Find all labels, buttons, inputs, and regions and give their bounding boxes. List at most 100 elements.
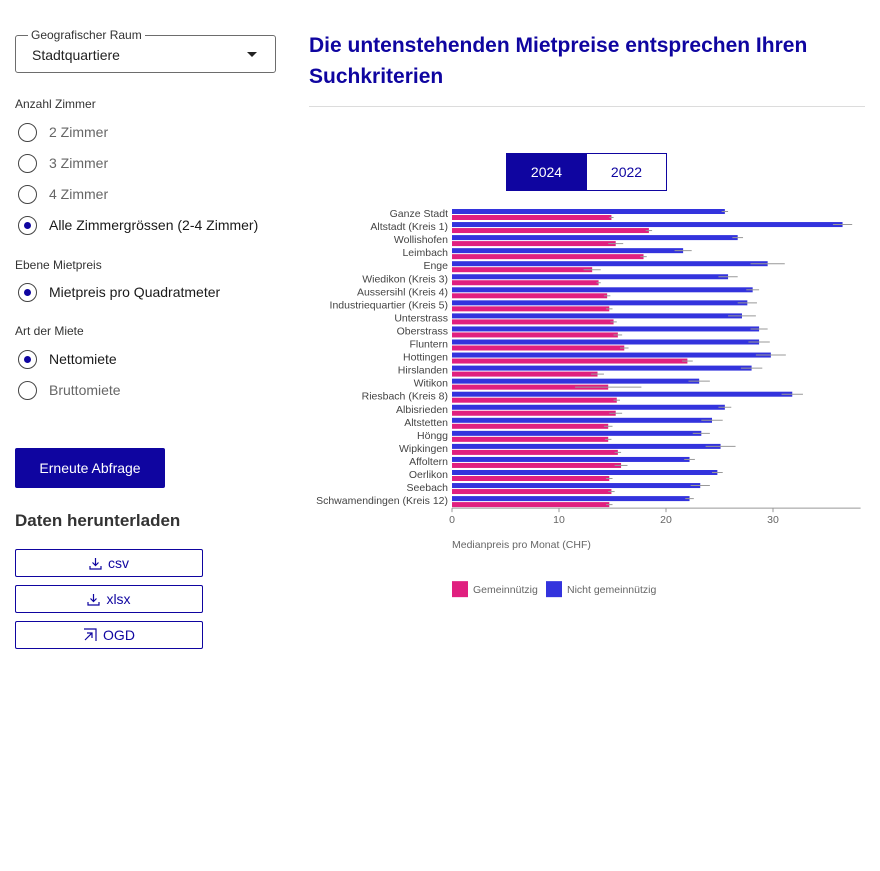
radio-level-sqm[interactable]: Mietpreis pro Quadratmeter [18, 281, 220, 303]
bar-nicht-gemeinnuetzig [452, 391, 793, 397]
radio-rooms-4[interactable]: 4 Zimmer [18, 183, 108, 205]
radio-label: 3 Zimmer [49, 155, 109, 171]
bar-nicht-gemeinnuetzig [452, 313, 742, 319]
bar-gemeinnuetzig [452, 502, 610, 508]
category-label: Hottingen [403, 352, 448, 364]
category-label: Oerlikon [409, 469, 448, 481]
radio-circle[interactable] [18, 380, 37, 400]
divider [309, 106, 865, 107]
bar-gemeinnuetzig [452, 267, 593, 273]
chevron-down-icon[interactable] [247, 52, 257, 57]
bar-nicht-gemeinnuetzig [452, 222, 843, 228]
category-label: Fluntern [409, 339, 448, 351]
bar-nicht-gemeinnuetzig [452, 235, 738, 241]
legend-swatch-gemeinnuetzig [452, 581, 468, 598]
radio-brutto[interactable]: Bruttomiete [18, 379, 121, 401]
bar-gemeinnuetzig [452, 476, 610, 481]
bar-nicht-gemeinnuetzig [452, 456, 690, 462]
bar-gemeinnuetzig [452, 319, 614, 325]
bar-gemeinnuetzig [452, 228, 649, 234]
category-label: Schwamendingen (Kreis 12) [316, 495, 448, 507]
geo-select-value: Stadtquartiere [32, 47, 120, 63]
category-label: Hirslanden [398, 365, 448, 377]
bar-gemeinnuetzig [452, 462, 622, 468]
radio-rooms-2[interactable]: 2 Zimmer [18, 121, 108, 143]
bar-gemeinnuetzig [452, 436, 609, 442]
legend-swatch-nicht-gemeinnuetzig [546, 581, 562, 598]
bar-nicht-gemeinnuetzig [452, 483, 701, 489]
page-title: Die untenstehenden Mietpreise entspreche… [309, 34, 808, 88]
x-tick-label: 10 [553, 514, 565, 526]
legend-label-gemeinnuetzig: Gemeinnützig [473, 584, 538, 596]
tab-year-2024[interactable]: 2024 [506, 153, 587, 191]
download-xlsx-label: xlsx [106, 591, 131, 607]
rooms-label: Anzahl Zimmer [15, 97, 96, 111]
radio-netto[interactable]: Nettomiete [18, 348, 117, 370]
bar-gemeinnuetzig [452, 345, 625, 351]
radio-circle[interactable] [18, 122, 37, 142]
geo-select[interactable]: Geografischer Raum Stadtquartiere [15, 28, 276, 73]
radio-circle[interactable] [18, 282, 37, 302]
radio-circle[interactable] [18, 153, 37, 173]
category-label: Höngg [417, 430, 448, 442]
bar-nicht-gemeinnuetzig [452, 287, 753, 293]
bar-gemeinnuetzig [452, 423, 609, 429]
category-label: Albisrieden [396, 404, 448, 416]
category-label: Enge [423, 260, 448, 272]
category-label: Wollishofen [394, 234, 448, 246]
x-axis-label: Medianpreis pro Monat (CHF) [452, 539, 591, 551]
category-label: Oberstrass [397, 325, 448, 337]
category-label: Unterstrass [394, 312, 448, 324]
category-label: Altstadt (Kreis 1) [370, 221, 448, 233]
bar-gemeinnuetzig [452, 397, 617, 403]
download-csv-button[interactable]: csv [15, 549, 203, 577]
bar-nicht-gemeinnuetzig [452, 417, 713, 423]
radio-rooms-3[interactable]: 3 Zimmer [18, 152, 108, 174]
bar-nicht-gemeinnuetzig [452, 365, 752, 371]
download-xlsx-button[interactable]: xlsx [15, 585, 203, 613]
category-label: Altstetten [404, 417, 448, 429]
radio-circle[interactable] [18, 349, 37, 369]
bar-nicht-gemeinnuetzig [452, 326, 760, 332]
radio-label: Alle Zimmergrössen (2-4 Zimmer) [49, 217, 259, 233]
bar-gemeinnuetzig [452, 254, 644, 260]
bar-nicht-gemeinnuetzig [452, 261, 768, 267]
bar-nicht-gemeinnuetzig [452, 339, 760, 345]
bar-nicht-gemeinnuetzig [452, 496, 690, 502]
bar-gemeinnuetzig [452, 332, 618, 338]
category-label: Wipkingen [399, 443, 448, 455]
geo-select-legend: Geografischer Raum [28, 28, 145, 42]
radio-label: 4 Zimmer [49, 186, 109, 202]
bar-gemeinnuetzig [452, 358, 688, 364]
bar-nicht-gemeinnuetzig [452, 300, 748, 306]
ogd-label: OGD [103, 627, 135, 643]
bar-nicht-gemeinnuetzig [452, 274, 729, 280]
rent-type-label: Art der Miete [15, 324, 84, 338]
bar-gemeinnuetzig [452, 489, 612, 495]
bar-gemeinnuetzig [452, 410, 616, 416]
radio-rooms-all[interactable]: Alle Zimmergrössen (2-4 Zimmer) [18, 214, 258, 236]
submit-query-button[interactable]: Erneute Abfrage [15, 448, 165, 488]
download-icon [89, 557, 102, 570]
radio-circle[interactable] [18, 215, 37, 235]
ogd-link-button[interactable]: OGD [15, 621, 203, 649]
bar-nicht-gemeinnuetzig [452, 404, 725, 410]
bar-gemeinnuetzig [452, 306, 610, 312]
bar-nicht-gemeinnuetzig [452, 248, 684, 254]
external-link-icon [84, 628, 97, 641]
bar-gemeinnuetzig [452, 241, 616, 247]
category-label: Ganze Stadt [390, 208, 448, 220]
bar-gemeinnuetzig [452, 280, 599, 286]
bar-gemeinnuetzig [452, 371, 598, 377]
tab-year-2022[interactable]: 2022 [586, 153, 667, 191]
radio-circle[interactable] [18, 184, 37, 204]
category-label: Witikon [414, 378, 449, 390]
x-tick-label: 0 [449, 514, 455, 526]
bar-nicht-gemeinnuetzig [452, 443, 721, 449]
bar-gemeinnuetzig [452, 293, 608, 299]
category-label: Affoltern [409, 456, 448, 468]
bar-nicht-gemeinnuetzig [452, 209, 725, 214]
category-label: Seebach [407, 482, 449, 494]
level-label: Ebene Mietpreis [15, 258, 102, 272]
